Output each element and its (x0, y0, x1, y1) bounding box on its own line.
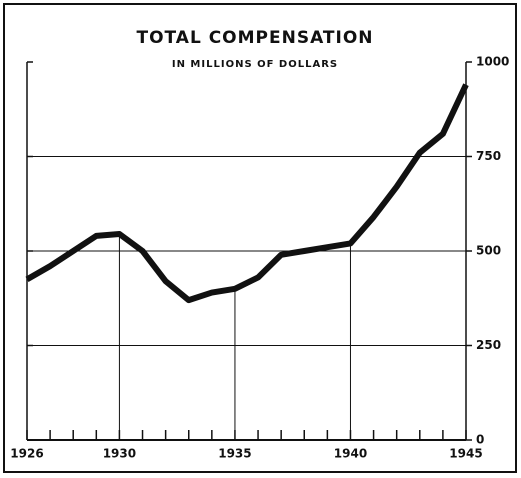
y-tick-label: 0 (476, 433, 484, 447)
x-tick-label: 1945 (449, 447, 482, 461)
y-tick-label: 750 (476, 149, 501, 163)
y-tick-label: 500 (476, 244, 501, 258)
chart-subtitle: IN MILLIONS OF DOLLARS (172, 59, 338, 70)
x-tick-label: 1926 (10, 447, 43, 461)
x-tick-label: 1935 (218, 447, 251, 461)
x-tick-label: 1940 (334, 447, 367, 461)
x-tick-label: 1930 (103, 447, 136, 461)
y-tick-label: 250 (476, 338, 501, 352)
chart-title: TOTAL COMPENSATION (136, 28, 373, 48)
data-line (25, 83, 469, 304)
y-tick-label: 1000 (476, 55, 509, 69)
frame (3, 3, 517, 473)
